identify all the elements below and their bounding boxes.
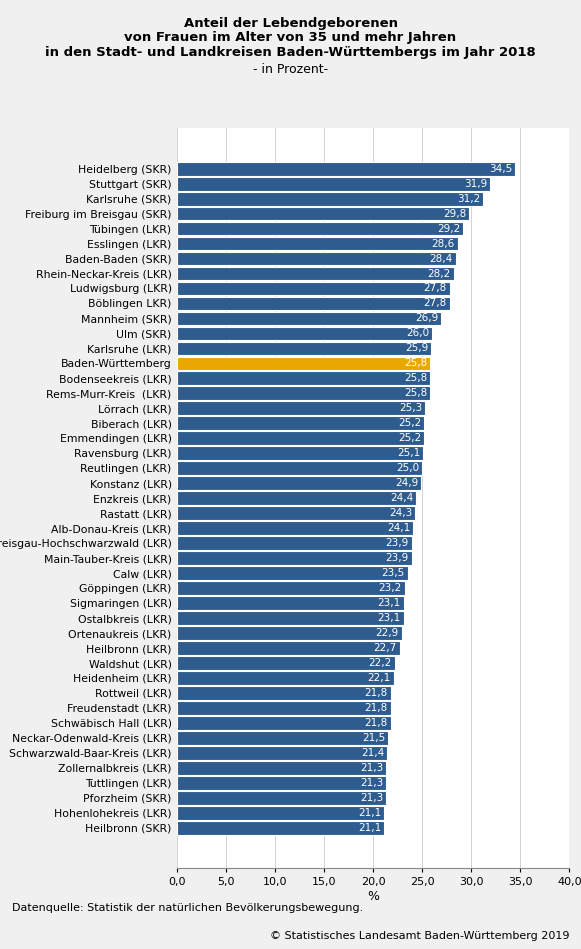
Text: © Statistisches Landesamt Baden-Württemberg 2019: © Statistisches Landesamt Baden-Württemb… — [270, 931, 569, 941]
Bar — [177, 686, 391, 699]
Bar — [177, 476, 421, 490]
Bar — [177, 492, 417, 505]
Text: 25,3: 25,3 — [399, 403, 422, 414]
Text: 21,8: 21,8 — [365, 688, 388, 698]
Bar — [177, 507, 415, 520]
Text: 29,2: 29,2 — [437, 224, 461, 233]
Text: 24,4: 24,4 — [390, 493, 414, 503]
Text: Anteil der Lebendgeborenen: Anteil der Lebendgeborenen — [184, 17, 397, 30]
Text: 21,1: 21,1 — [358, 808, 381, 818]
Bar — [177, 821, 384, 835]
Text: 31,2: 31,2 — [457, 194, 480, 204]
Bar — [177, 642, 400, 655]
Text: 28,6: 28,6 — [432, 238, 455, 249]
Bar — [177, 326, 432, 341]
Text: 21,3: 21,3 — [360, 763, 383, 772]
Text: Datenquelle: Statistik der natürlichen Bevölkerungsbewegung.: Datenquelle: Statistik der natürlichen B… — [12, 903, 363, 914]
Bar — [177, 536, 411, 550]
Text: 25,1: 25,1 — [397, 448, 421, 458]
Bar — [177, 656, 395, 670]
Text: 24,1: 24,1 — [388, 523, 411, 533]
Bar — [177, 611, 404, 625]
Bar — [177, 671, 394, 685]
Text: 21,1: 21,1 — [358, 823, 381, 833]
Bar — [177, 581, 404, 595]
Text: 25,8: 25,8 — [404, 388, 427, 399]
Text: 23,1: 23,1 — [378, 598, 401, 608]
Text: 21,4: 21,4 — [361, 748, 384, 758]
Bar — [177, 567, 408, 580]
Text: 23,9: 23,9 — [385, 553, 408, 563]
Bar — [177, 596, 404, 610]
Bar — [177, 731, 388, 745]
Bar — [177, 401, 425, 416]
Bar — [177, 177, 490, 191]
Text: 24,3: 24,3 — [389, 509, 413, 518]
Text: 23,1: 23,1 — [378, 613, 401, 623]
Bar — [177, 222, 464, 235]
Text: 26,9: 26,9 — [415, 313, 438, 324]
Bar — [177, 161, 515, 176]
Text: 25,8: 25,8 — [404, 373, 427, 383]
Bar — [177, 297, 450, 310]
Bar — [177, 701, 391, 715]
Bar — [177, 551, 411, 565]
Text: 25,8: 25,8 — [404, 359, 427, 368]
Text: 28,2: 28,2 — [428, 269, 451, 278]
Bar — [177, 311, 441, 326]
Text: - in Prozent-: - in Prozent- — [253, 63, 328, 76]
Bar — [177, 461, 422, 475]
Text: von Frauen im Alter von 35 und mehr Jahren: von Frauen im Alter von 35 und mehr Jahr… — [124, 31, 457, 45]
Text: 22,9: 22,9 — [375, 628, 399, 638]
Bar — [177, 716, 391, 730]
Bar — [177, 417, 424, 430]
Bar — [177, 746, 387, 760]
Bar — [177, 236, 458, 251]
Text: in den Stadt- und Landkreisen Baden-Württembergs im Jahr 2018: in den Stadt- und Landkreisen Baden-Würt… — [45, 46, 536, 59]
Text: 25,9: 25,9 — [405, 344, 428, 353]
Bar — [177, 761, 386, 774]
Text: 23,2: 23,2 — [378, 583, 401, 593]
Text: 23,9: 23,9 — [385, 538, 408, 549]
Text: 22,1: 22,1 — [368, 673, 391, 683]
Text: 26,0: 26,0 — [406, 328, 429, 339]
Text: 22,7: 22,7 — [374, 643, 397, 653]
Bar — [177, 446, 424, 460]
Bar — [177, 267, 454, 280]
Text: 27,8: 27,8 — [424, 284, 447, 293]
Text: 21,8: 21,8 — [365, 718, 388, 728]
Text: 23,5: 23,5 — [381, 568, 404, 578]
Bar — [177, 626, 401, 640]
Bar — [177, 251, 456, 266]
Text: 21,3: 21,3 — [360, 778, 383, 788]
Text: 21,8: 21,8 — [365, 703, 388, 713]
Bar — [177, 806, 384, 820]
Bar — [177, 371, 430, 385]
Bar — [177, 386, 430, 400]
Text: 21,5: 21,5 — [362, 733, 385, 743]
Text: 22,2: 22,2 — [369, 658, 392, 668]
Text: 24,9: 24,9 — [395, 478, 418, 488]
Text: 25,2: 25,2 — [398, 434, 421, 443]
X-axis label: %: % — [367, 890, 379, 903]
Text: 27,8: 27,8 — [424, 299, 447, 308]
Bar — [177, 357, 430, 370]
Bar — [177, 192, 483, 206]
Text: 29,8: 29,8 — [443, 209, 467, 218]
Bar — [177, 776, 386, 790]
Bar — [177, 207, 469, 220]
Bar — [177, 521, 414, 535]
Text: 34,5: 34,5 — [489, 163, 512, 174]
Text: 31,9: 31,9 — [464, 178, 487, 189]
Text: 25,0: 25,0 — [396, 463, 419, 474]
Bar — [177, 432, 424, 445]
Bar — [177, 342, 431, 355]
Bar — [177, 282, 450, 295]
Text: 25,2: 25,2 — [398, 419, 421, 428]
Bar — [177, 791, 386, 805]
Text: 28,4: 28,4 — [429, 253, 453, 264]
Text: 21,3: 21,3 — [360, 792, 383, 803]
